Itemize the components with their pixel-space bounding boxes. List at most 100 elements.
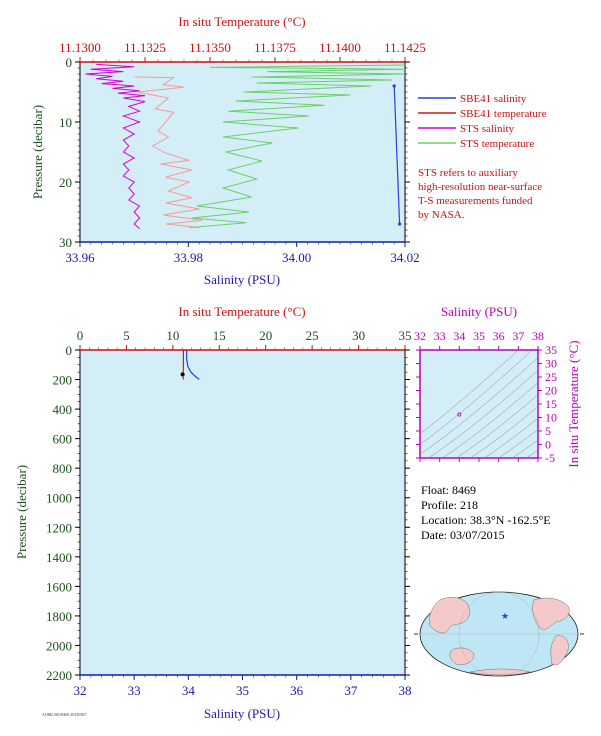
full-profile-pressure-tick-label: 2200: [46, 668, 72, 683]
map-meridian: [458, 591, 540, 677]
ts-salinity-title: Salinity (PSU): [441, 304, 517, 319]
full-profile-pressure-tick-label: 800: [53, 461, 73, 476]
near-surface-salinity-tick-label: 33.98: [174, 250, 203, 265]
ts-isopycnal: [525, 449, 538, 458]
ts-isopycnal: [469, 406, 538, 458]
ts-isopycnal: [497, 428, 538, 458]
full-profile-temperature-tick-label: 30: [352, 328, 365, 343]
full-profile-salinity-tick-label: 35: [236, 683, 249, 698]
date: Date: 03/07/2015: [421, 528, 505, 542]
full-profile-plot-area: [79, 349, 406, 676]
near-surface-temperature-tick-label: 11.1375: [254, 40, 296, 55]
full-profile-pressure-tick-label: 1800: [46, 609, 72, 624]
full-profile-salinity-tick-label: 38: [399, 683, 412, 698]
full-profile-temperature-tick-label: 10: [166, 328, 179, 343]
full-profile-temperature-tick-label: 35: [399, 328, 412, 343]
full-profile-pressure-label: Pressure (decibar): [14, 465, 29, 559]
float-location-marker: ★: [501, 611, 509, 621]
full-profile-temperature-tick-label: 25: [306, 328, 319, 343]
near-surface-pressure-tick-label: 30: [59, 235, 72, 250]
land-south-america: [550, 635, 569, 666]
sts-note-line-2: high-resolution near-surface: [418, 181, 542, 193]
full-profile-pressure-tick-label: 200: [53, 373, 73, 388]
ts-temperature-tick-label: -5: [545, 451, 555, 465]
near-surface-sbe41-salinity-point: [397, 222, 402, 226]
full-profile-surface-point: [180, 372, 185, 377]
ts-isopycnals: [420, 350, 538, 458]
ts-temperature-tick-label: 10: [545, 411, 557, 425]
full-profile-pressure-tick-label: 600: [53, 432, 73, 447]
near-surface-sts-salinity-line: [85, 63, 146, 230]
near-surface-pressure-tick-label: 0: [66, 55, 73, 70]
near-surface-panel: 11.1300 11.1325 11.1350 11.1375 11.1400 11.14…: [30, 14, 426, 287]
full-profile-sbe41-salinity-line: [186, 350, 200, 380]
full-profile-pressure-tick-label: 0: [66, 343, 73, 358]
ts-salinity-tick-label: 33: [434, 329, 446, 343]
near-surface-pressure-label: Pressure (decibar): [30, 105, 45, 199]
ts-salinity-tick-label: 37: [512, 329, 524, 343]
ts-temperature-tick-label: 35: [545, 343, 557, 357]
profile-number: Profile: 218: [421, 498, 478, 512]
full-profile-pressure-tick-label: 1600: [46, 579, 72, 594]
near-surface-salinity-tick-label: 34.02: [390, 250, 419, 265]
ts-salinity-tick-label: 36: [493, 329, 505, 343]
near-surface-salinity-label: Salinity (PSU): [204, 272, 280, 287]
full-profile-pressure-tick-label: 1400: [46, 550, 72, 565]
ts-salinity-tick-label: 34: [453, 329, 465, 343]
near-surface-temperature-tick-label: 11.1425: [384, 40, 426, 55]
land-north-america: [532, 597, 570, 630]
footer-code: AOML/SIO8469 20150307: [42, 712, 86, 717]
near-surface-salinity-tick-label: 34.00: [282, 250, 311, 265]
full-profile-temperature-tick-label: 20: [259, 328, 272, 343]
full-profile-ticks: 0 5 10 15 20 25 30 35 32 33 34 35 36 37 38 0 200 400 600 80…: [46, 328, 412, 698]
legend-label-sbe-salinity: SBE41 salinity: [460, 93, 527, 105]
ts-isopycnal: [420, 350, 533, 445]
full-profile-salinity-label: Salinity (PSU): [204, 706, 280, 721]
ts-temperature-tick-label: 20: [545, 384, 557, 398]
near-surface-temperature-tick-label: 11.1400: [319, 40, 361, 55]
near-surface-temperature-title: In situ Temperature (°C): [178, 14, 305, 29]
location-map: ★: [414, 591, 584, 677]
near-surface-sts-temperature-pink-line: [134, 76, 203, 229]
legend: SBE41 salinity SBE41 temperature STS sal…: [418, 93, 547, 150]
ts-isopycnal: [420, 357, 538, 455]
near-surface-sbe41-salinity-point: [392, 84, 396, 88]
near-surface-pressure-tick-label: 20: [59, 175, 72, 190]
ts-isopycnal: [427, 369, 538, 458]
ts-temperature-tick-label: 30: [545, 357, 557, 371]
full-profile-series: [180, 350, 200, 380]
legend-label-sbe-temperature: SBE41 temperature: [460, 108, 547, 120]
full-profile-salinity-tick-label: 36: [290, 683, 304, 698]
float-id: Float: 8469: [421, 483, 476, 497]
full-profile-pressure-tick-label: 1000: [46, 491, 72, 506]
legend-label-sts-temperature: STS temperature: [460, 138, 534, 150]
sts-note-line-3: T-S measurements funded: [418, 195, 533, 207]
ts-temperature-label: In situ Temperature (°C): [566, 340, 581, 467]
ts-isopycnal: [420, 350, 519, 435]
ts-salinity-tick-label: 35: [473, 329, 485, 343]
sts-note-line-4: by NASA.: [418, 209, 465, 221]
full-profile-pressure-tick-label: 1200: [46, 520, 72, 535]
full-profile-salinity-tick-label: 33: [128, 683, 141, 698]
land-asia: [429, 597, 470, 634]
ts-isopycnal: [455, 394, 538, 458]
ts-salinity-tick-label: 38: [532, 329, 544, 343]
full-profile-temperature-tick-label: 5: [123, 328, 130, 343]
full-profile-temperature-tick-label: 15: [213, 328, 226, 343]
ts-temperature-tick-label: 25: [545, 370, 557, 384]
full-profile-panel: 0 5 10 15 20 25 30 35 32 33 34 35 36 37 38 0 200 400 600 80…: [14, 304, 412, 721]
ts-data-point: [457, 412, 462, 417]
full-profile-temperature-tick-label: 0: [77, 328, 84, 343]
ts-points: [457, 412, 462, 417]
full-profile-pressure-tick-label: 400: [53, 402, 73, 417]
full-profile-salinity-tick-label: 34: [182, 683, 196, 698]
near-surface-sbe41-salinity-line: [393, 85, 401, 225]
legend-label-sts-salinity: STS salinity: [460, 123, 515, 135]
ts-isopycnal: [441, 382, 538, 458]
full-profile-pressure-tick-label: 2000: [46, 638, 72, 653]
full-profile-salinity-tick-label: 37: [344, 683, 358, 698]
location: Location: 38.3°N -162.5°E: [421, 513, 551, 527]
